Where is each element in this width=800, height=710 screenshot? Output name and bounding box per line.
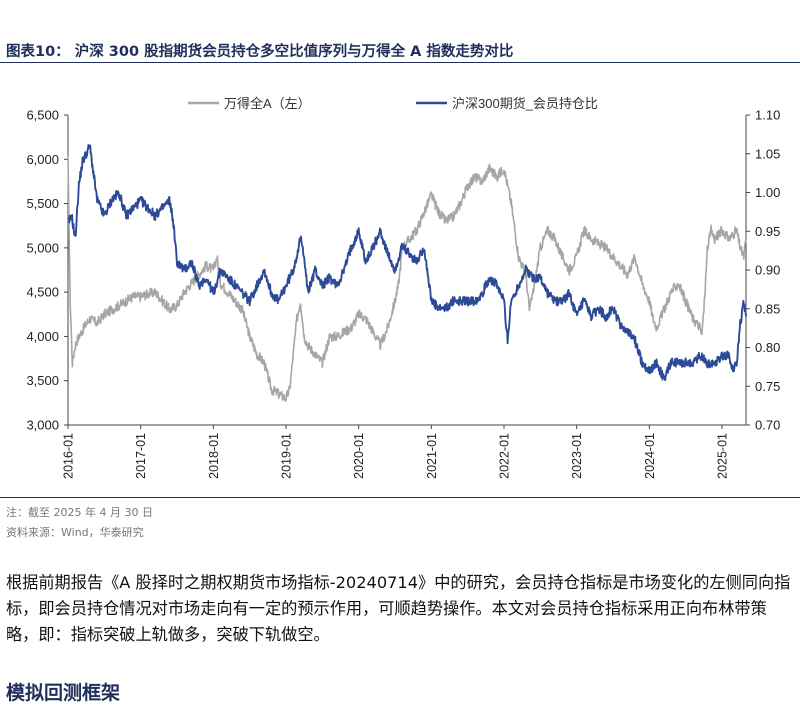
figure-note: 注：截至 2025 年 4 月 30 日 <box>6 506 153 519</box>
figure-title: 图表10： 沪深 300 股指期货会员持仓多空比值序列与万得全 A 指数走势对比 <box>6 44 514 60</box>
x-tick-label: 2021-01 <box>425 433 439 479</box>
x-tick-label: 2017-01 <box>134 433 148 479</box>
body-paragraph: 根据前期报告《A 股择时之期权期货市场指标-20240714》中的研究，会员持仓… <box>6 573 791 644</box>
left-tick-label: 3,000 <box>26 418 59 433</box>
x-tick-label: 2022-01 <box>498 433 512 479</box>
series-layer <box>67 143 747 402</box>
note-rule <box>0 497 800 498</box>
axes: 3,000 3,500 4,000 4,500 5,000 5,500 6,000 6,500… <box>26 108 780 479</box>
figure-source: 资料来源：Wind，华泰研究 <box>6 526 144 539</box>
x-tick-label: 2020-01 <box>352 433 366 479</box>
x-tick-label: 2023-01 <box>570 433 584 479</box>
right-tick-label: 0.85 <box>755 301 780 316</box>
series-line-member-ratio <box>67 143 747 382</box>
left-tick-label: 4,500 <box>26 285 59 300</box>
right-tick-label: 0.80 <box>755 340 780 355</box>
legend-label-wind-a: 万得全A（左） <box>224 96 311 111</box>
left-tick-label: 6,500 <box>26 108 59 123</box>
x-tick-label: 2025-01 <box>716 433 730 479</box>
right-tick-label: 1.10 <box>755 108 780 123</box>
x-tick-label: 2018-01 <box>207 433 221 479</box>
legend: 万得全A（左） 沪深300期货_会员持仓比 <box>188 96 598 111</box>
x-tick-label: 2016-01 <box>62 433 76 479</box>
chart: 万得全A（左） 沪深300期货_会员持仓比 3,000 3,500 4,000 4,5… <box>26 96 780 479</box>
series-line-wind-a <box>67 155 747 402</box>
right-tick-label: 1.05 <box>755 146 780 161</box>
title-rule <box>0 62 800 63</box>
left-tick-label: 5,500 <box>26 196 59 211</box>
section-heading: 模拟回测框架 <box>6 682 121 704</box>
left-tick-label: 5,000 <box>26 240 59 255</box>
right-tick-label: 1.00 <box>755 185 780 200</box>
left-tick-label: 4,000 <box>26 329 59 344</box>
x-tick-label: 2019-01 <box>280 433 294 479</box>
left-tick-label: 6,000 <box>26 152 59 167</box>
legend-label-member-ratio: 沪深300期货_会员持仓比 <box>452 96 598 111</box>
right-tick-label: 0.75 <box>755 379 780 394</box>
right-tick-label: 0.95 <box>755 224 780 239</box>
right-tick-label: 0.70 <box>755 418 780 433</box>
right-tick-label: 0.90 <box>755 263 780 278</box>
body-paragraph-block: 根据前期报告《A 股择时之期权期货市场指标-20240714》中的研究，会员持仓… <box>6 570 796 648</box>
x-tick-label: 2024-01 <box>643 433 657 479</box>
left-tick-label: 3,500 <box>26 373 59 388</box>
